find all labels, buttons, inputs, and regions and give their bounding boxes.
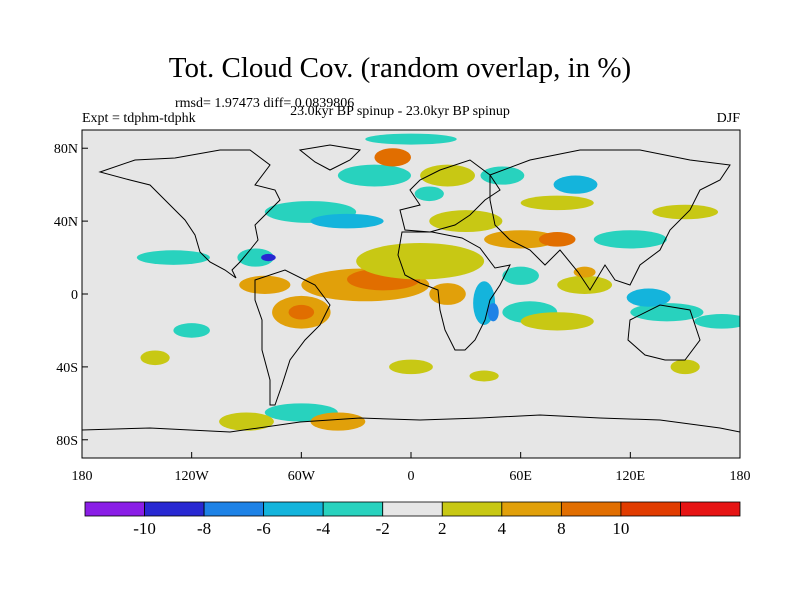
coastline-africa bbox=[397, 231, 511, 351]
colorbar-label: -2 bbox=[376, 519, 390, 538]
anomaly-patch bbox=[480, 166, 525, 185]
colorbar-swatch bbox=[441, 501, 503, 517]
experiment-label: Expt = tdphm-tdphk bbox=[82, 111, 196, 126]
anomaly-patch bbox=[670, 359, 700, 375]
anomaly-patch bbox=[337, 164, 412, 187]
y-tick-label: 40S bbox=[56, 361, 78, 376]
anomaly-patch bbox=[553, 175, 598, 194]
anomaly-layer bbox=[136, 133, 740, 431]
colorbar-swatch bbox=[322, 501, 384, 517]
colorbar-label: -10 bbox=[133, 519, 156, 538]
coastline-greenland bbox=[298, 144, 362, 171]
x-tick-label: 120W bbox=[175, 469, 210, 484]
y-tick-label: 40N bbox=[54, 215, 78, 230]
coastline-asia bbox=[489, 149, 731, 291]
anomaly-patch bbox=[136, 250, 210, 265]
coastline-antarctica bbox=[82, 414, 740, 433]
anomaly-patch bbox=[694, 314, 740, 329]
anomaly-patch bbox=[414, 186, 444, 202]
anomaly-patch bbox=[173, 323, 210, 338]
season-label: DJF bbox=[716, 111, 740, 126]
subtitle-label: 23.0kyr BP spinup - 23.0kyr BP spinup bbox=[290, 104, 510, 119]
colorbar-swatch bbox=[680, 501, 741, 517]
colorbar-label: -6 bbox=[257, 519, 271, 538]
coastline-europe bbox=[399, 159, 501, 233]
anomaly-patch bbox=[356, 242, 485, 280]
coastline-layer bbox=[82, 144, 740, 433]
anomaly-patch bbox=[469, 370, 499, 382]
anomaly-patch bbox=[520, 195, 594, 211]
anomaly-patch bbox=[140, 350, 170, 366]
anomaly-patch bbox=[237, 248, 274, 267]
anomaly-patch bbox=[420, 164, 475, 187]
colorbar-label: 2 bbox=[438, 519, 447, 538]
colorbar-label: -8 bbox=[197, 519, 211, 538]
anomaly-patch bbox=[502, 266, 539, 285]
anomaly-patch bbox=[626, 288, 671, 307]
colorbar-swatch bbox=[501, 501, 562, 517]
anomaly-patch bbox=[652, 204, 719, 220]
x-tick-label: 0 bbox=[408, 469, 415, 484]
anomaly-patch bbox=[389, 359, 433, 375]
colorbar-swatch bbox=[620, 501, 681, 517]
coastline-north-america bbox=[98, 149, 281, 279]
coastline-south-america bbox=[254, 269, 331, 406]
anomaly-patch bbox=[365, 133, 457, 145]
x-tick-label: 120E bbox=[616, 469, 646, 484]
anomaly-patch bbox=[630, 303, 704, 322]
anomaly-patch bbox=[573, 266, 596, 278]
anomaly-patch bbox=[557, 275, 613, 294]
anomaly-patch bbox=[310, 412, 366, 431]
colorbar-swatch bbox=[144, 501, 205, 517]
colorbar-label: 8 bbox=[557, 519, 566, 538]
colorbar-label: 10 bbox=[612, 519, 629, 538]
colorbar-swatch bbox=[560, 501, 622, 517]
anomaly-patch bbox=[310, 213, 384, 229]
anomaly-patch bbox=[520, 312, 594, 331]
axis-layer: 180 120W 60W 0 60E 120E 180 80N 40N 0 40S 80S bbox=[54, 142, 751, 484]
anomaly-patch bbox=[484, 230, 558, 249]
colorbar-swatch bbox=[203, 501, 265, 517]
colorbar-swatch bbox=[84, 501, 145, 517]
y-tick-label: 0 bbox=[71, 288, 78, 303]
anomaly-patch bbox=[429, 283, 466, 305]
x-tick-label: 60E bbox=[509, 469, 532, 484]
colorbar-swatch bbox=[263, 501, 324, 517]
anomaly-patch bbox=[288, 304, 315, 320]
anomaly-patch bbox=[239, 275, 291, 294]
x-tick-label: 180 bbox=[730, 469, 751, 484]
x-tick-label: 60W bbox=[288, 469, 316, 484]
anomaly-patch bbox=[538, 232, 576, 247]
plot-title: Tot. Cloud Cov. (random overlap, in %) bbox=[168, 52, 632, 84]
y-tick-label: 80S bbox=[56, 434, 78, 449]
anomaly-patch bbox=[261, 253, 276, 262]
y-tick-label: 80N bbox=[54, 142, 78, 157]
anomaly-patch bbox=[374, 148, 411, 167]
colorbar-label: 4 bbox=[498, 519, 507, 538]
anomaly-patch bbox=[487, 303, 499, 322]
colorbar-swatch bbox=[382, 501, 443, 517]
colorbar-label: -4 bbox=[316, 519, 331, 538]
x-tick-label: 180 bbox=[72, 469, 93, 484]
anomaly-patch bbox=[219, 412, 274, 431]
stats-label: rmsd= 1.97473 diff= 0.0839806 bbox=[175, 96, 355, 111]
colorbar: -10 -8 -6 -4 -2 2 4 8 10 bbox=[84, 501, 741, 538]
coastline-australia bbox=[627, 304, 701, 361]
anomaly-patch bbox=[593, 230, 667, 249]
